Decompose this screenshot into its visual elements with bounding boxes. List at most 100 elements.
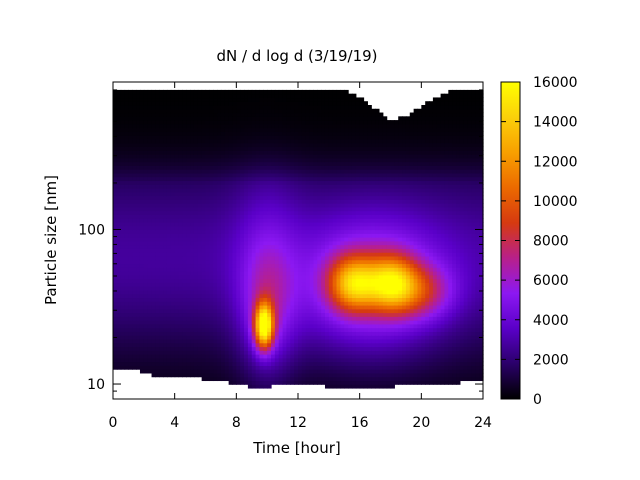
heatmap-cell bbox=[240, 93, 245, 99]
heatmap-cell bbox=[298, 267, 303, 272]
heatmap-cell bbox=[348, 184, 353, 189]
heatmap-cell bbox=[286, 372, 291, 378]
heatmap-cell bbox=[155, 123, 160, 129]
heatmap-cell bbox=[351, 312, 357, 317]
heatmap-cell bbox=[190, 293, 195, 299]
heatmap-cell bbox=[190, 274, 195, 280]
heatmap-cell bbox=[328, 184, 334, 189]
heatmap-cell bbox=[178, 354, 183, 359]
heatmap-cell bbox=[286, 105, 291, 110]
heatmap-cell bbox=[348, 142, 353, 148]
heatmap-cell bbox=[255, 342, 261, 348]
heatmap-cell bbox=[116, 180, 122, 185]
heatmap-cell bbox=[286, 376, 291, 382]
heatmap-cell bbox=[236, 93, 241, 99]
heatmap-cell bbox=[359, 263, 365, 268]
heatmap-cell bbox=[236, 380, 241, 385]
heatmap-cell bbox=[271, 361, 276, 366]
heatmap-cell bbox=[317, 142, 322, 148]
heatmap-cell bbox=[271, 221, 276, 227]
heatmap-cell bbox=[228, 365, 234, 370]
heatmap-cell bbox=[328, 221, 334, 227]
heatmap-cell bbox=[190, 289, 195, 295]
heatmap-cell bbox=[294, 180, 299, 185]
heatmap-cell bbox=[182, 142, 187, 148]
heatmap-cell bbox=[298, 278, 303, 283]
heatmap-cell bbox=[348, 123, 353, 129]
heatmap-cell bbox=[298, 105, 303, 110]
heatmap-cell bbox=[271, 376, 276, 382]
heatmap-cell bbox=[224, 316, 230, 321]
heatmap-cell bbox=[301, 218, 307, 223]
heatmap-cell bbox=[255, 274, 261, 280]
heatmap-cell bbox=[132, 131, 137, 136]
heatmap-cell bbox=[313, 244, 318, 249]
heatmap-cell bbox=[324, 369, 330, 374]
heatmap-cell bbox=[332, 304, 338, 310]
heatmap-cell bbox=[355, 297, 361, 302]
heatmap-cell bbox=[344, 203, 349, 208]
heatmap-cell bbox=[348, 252, 353, 257]
heatmap-cell bbox=[213, 229, 218, 234]
heatmap-cell bbox=[351, 203, 357, 208]
heatmap-cell bbox=[159, 335, 164, 340]
heatmap-cell bbox=[170, 286, 176, 291]
heatmap-cell bbox=[263, 282, 268, 287]
heatmap-cell bbox=[321, 237, 326, 242]
heatmap-cell bbox=[317, 320, 322, 325]
heatmap-cell bbox=[197, 131, 203, 136]
heatmap-cell bbox=[128, 127, 133, 133]
heatmap-cell bbox=[263, 240, 268, 246]
heatmap-cell bbox=[163, 138, 168, 144]
heatmap-cell bbox=[128, 320, 133, 325]
heatmap-cell bbox=[336, 365, 341, 370]
heatmap-cell bbox=[328, 89, 334, 95]
heatmap-cell bbox=[193, 259, 199, 265]
heatmap-cell bbox=[113, 278, 118, 283]
heatmap-cell bbox=[209, 346, 214, 351]
heatmap-cell bbox=[205, 112, 210, 117]
heatmap-cell bbox=[136, 225, 141, 231]
heatmap-cell bbox=[197, 89, 203, 95]
heatmap-cell bbox=[317, 323, 322, 329]
heatmap-cell bbox=[271, 203, 276, 208]
heatmap-cell bbox=[113, 244, 118, 249]
heatmap-cell bbox=[255, 365, 261, 370]
heatmap-cell bbox=[116, 237, 122, 242]
heatmap-cell bbox=[220, 316, 226, 321]
heatmap-cell bbox=[328, 214, 334, 219]
heatmap-cell bbox=[151, 97, 156, 102]
heatmap-cell bbox=[321, 274, 326, 280]
heatmap-cell bbox=[182, 297, 187, 302]
heatmap-cell bbox=[278, 354, 284, 359]
heatmap-cell bbox=[282, 210, 288, 216]
heatmap-cell bbox=[232, 176, 237, 182]
heatmap-cell bbox=[321, 248, 326, 253]
heatmap-cell bbox=[236, 184, 241, 189]
heatmap-cell bbox=[286, 369, 291, 374]
heatmap-cell bbox=[128, 240, 133, 246]
heatmap-cell bbox=[113, 259, 118, 265]
heatmap-cell bbox=[143, 308, 149, 314]
heatmap-cell bbox=[136, 229, 141, 234]
heatmap-cell bbox=[278, 142, 284, 148]
heatmap-cell bbox=[232, 331, 237, 336]
heatmap-cell bbox=[328, 142, 334, 148]
heatmap-cell bbox=[317, 165, 322, 170]
heatmap-cell bbox=[205, 154, 210, 159]
heatmap-cell bbox=[290, 221, 295, 227]
heatmap-cell bbox=[124, 131, 130, 136]
heatmap-cell bbox=[228, 293, 234, 299]
heatmap-cell bbox=[267, 263, 272, 268]
heatmap-cell bbox=[355, 112, 361, 117]
heatmap-cell bbox=[128, 304, 133, 310]
heatmap-cell bbox=[348, 304, 353, 310]
heatmap-cell bbox=[290, 308, 295, 314]
heatmap-cell bbox=[113, 346, 118, 351]
heatmap-cell bbox=[232, 180, 237, 185]
heatmap-cell bbox=[224, 357, 230, 363]
heatmap-cell bbox=[155, 161, 160, 166]
heatmap-cell bbox=[151, 188, 156, 193]
heatmap-cell bbox=[348, 346, 353, 351]
heatmap-cell bbox=[128, 237, 133, 242]
